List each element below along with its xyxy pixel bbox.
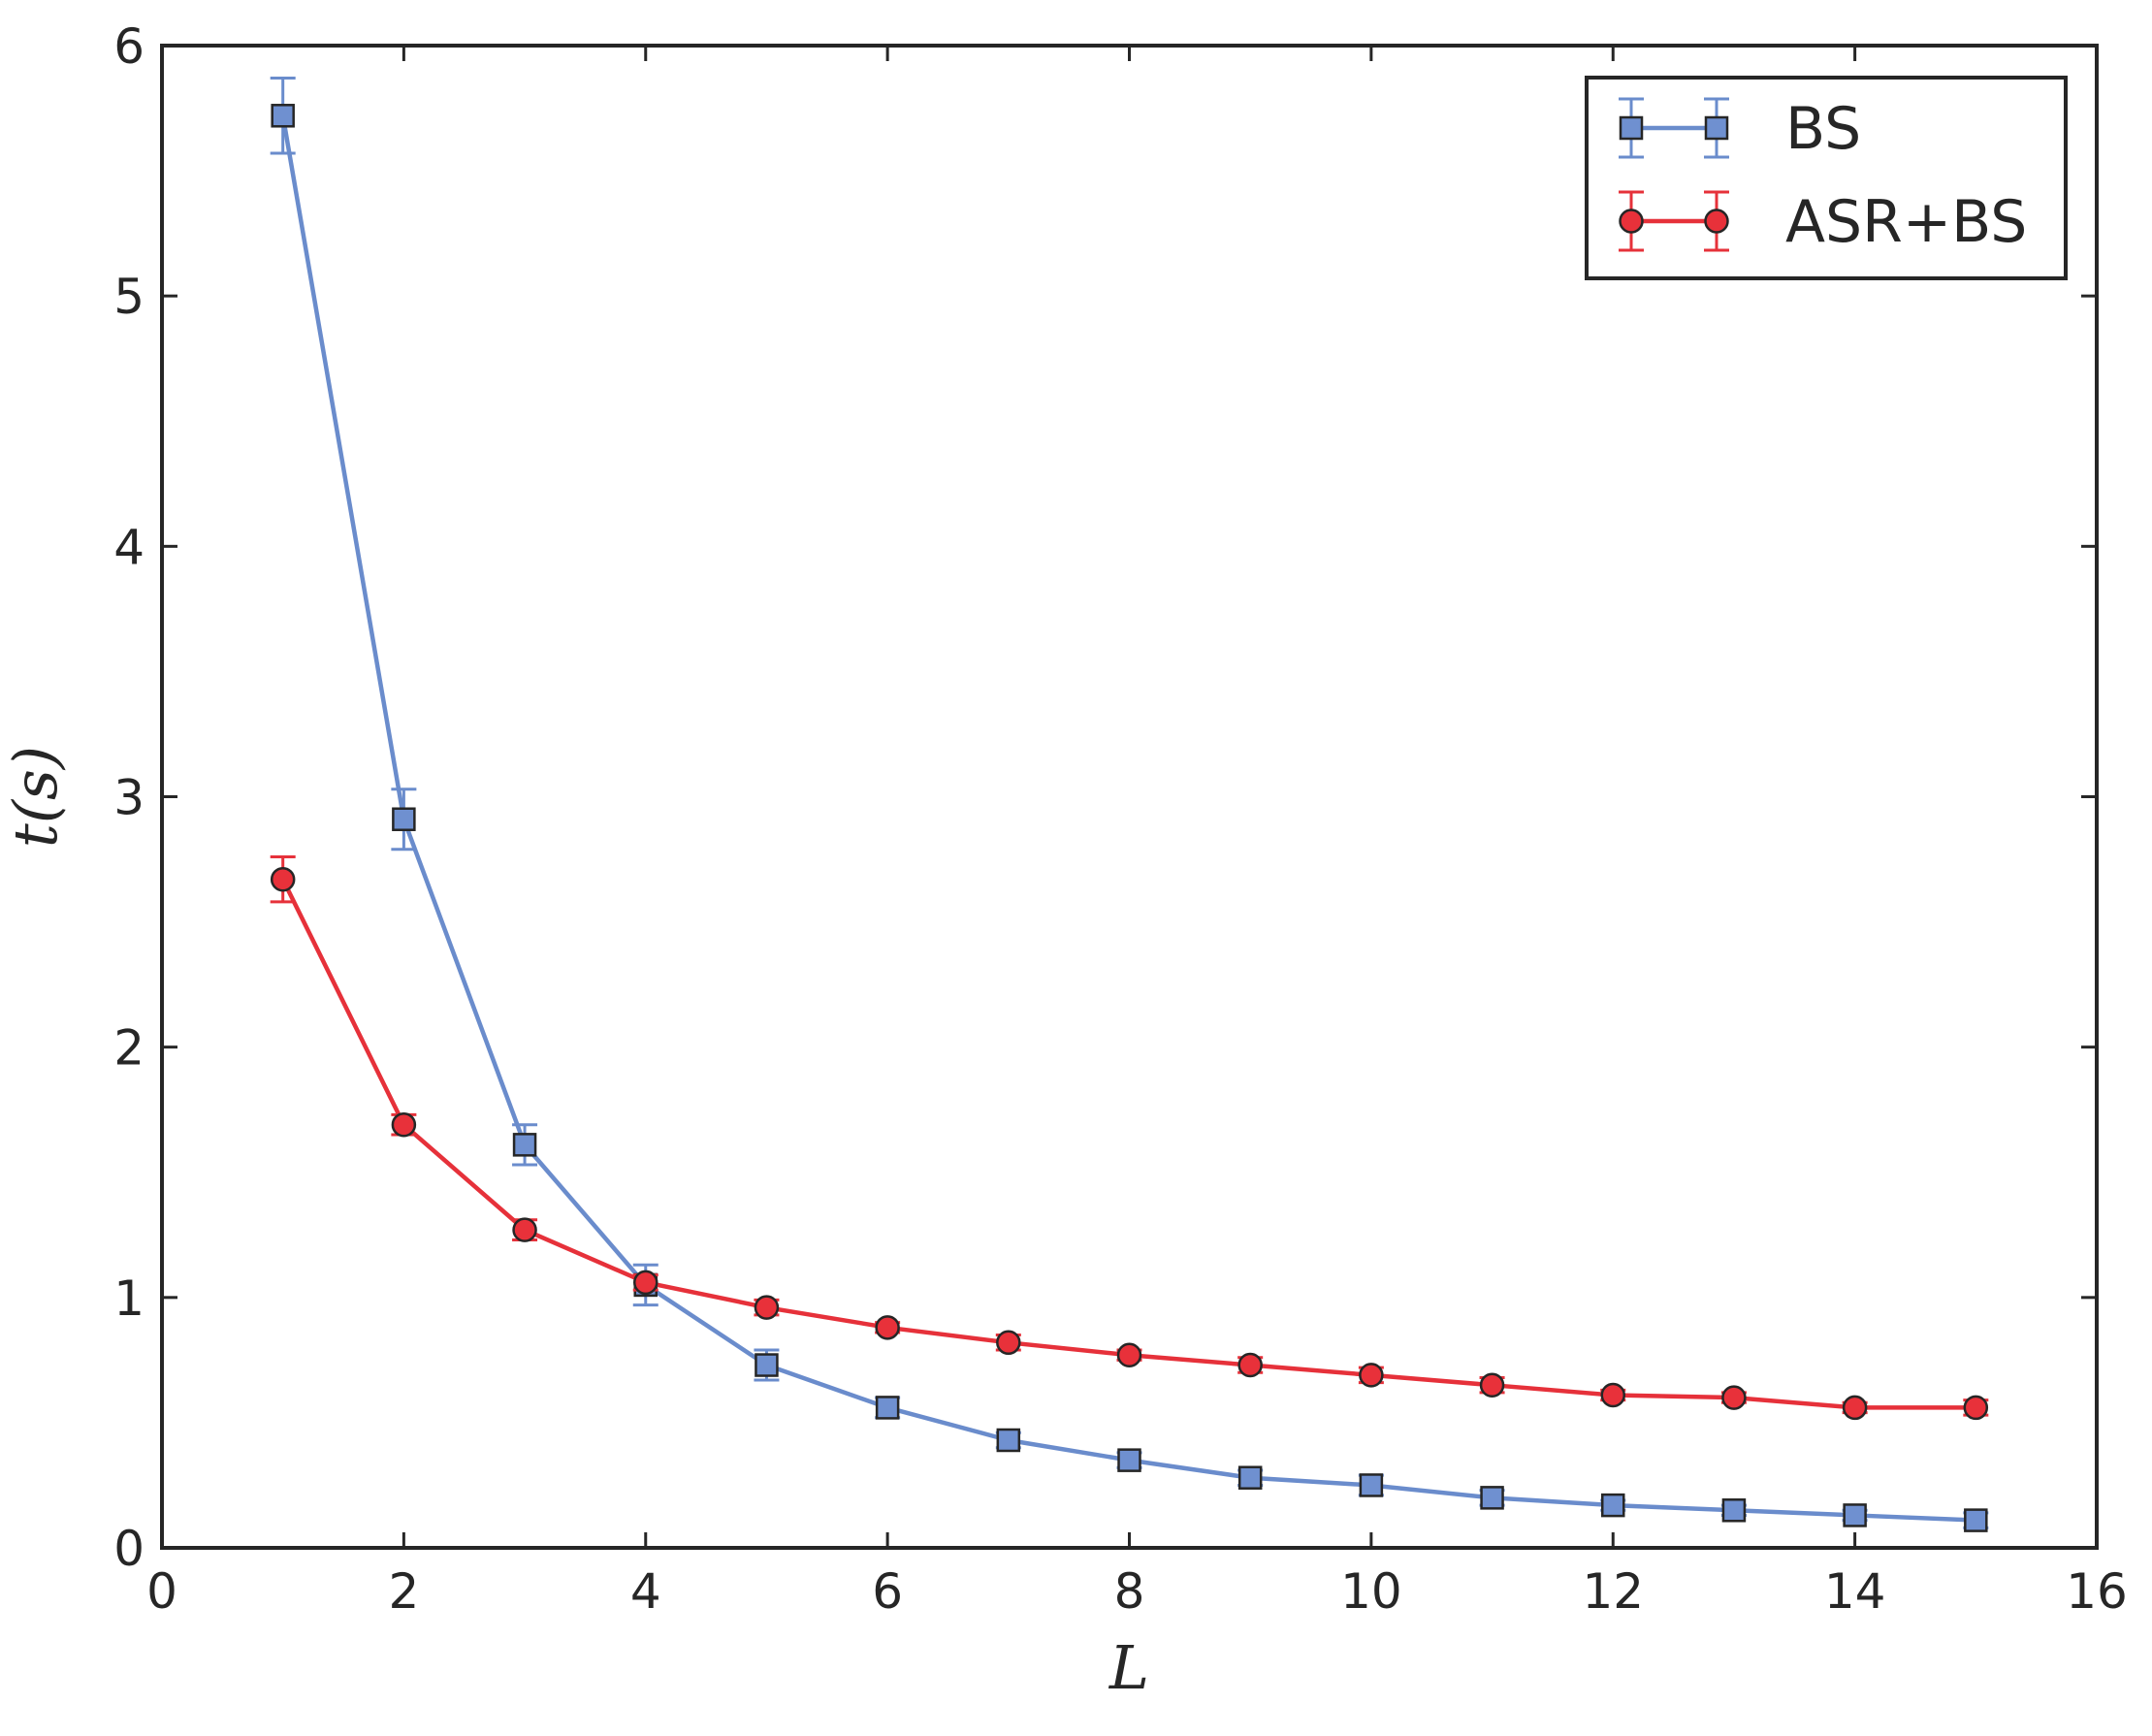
data-point bbox=[1964, 1508, 1988, 1532]
data-point bbox=[875, 1315, 900, 1340]
x-tick-label: 2 bbox=[388, 1563, 419, 1620]
data-point bbox=[996, 1428, 1021, 1453]
legend-entry-asr-bs: ASR+BS bbox=[1619, 188, 2027, 256]
y-tick-label: 1 bbox=[113, 1270, 145, 1327]
x-axis-label: L bbox=[1108, 1632, 1149, 1703]
data-point bbox=[875, 1396, 900, 1420]
legend-box bbox=[1585, 76, 2068, 280]
legend: BS ASR+BS bbox=[1585, 76, 2068, 280]
legend-marker bbox=[1619, 209, 1644, 234]
data-point bbox=[1359, 1473, 1384, 1497]
y-tick-label: 4 bbox=[113, 519, 145, 575]
x-tick-label: 0 bbox=[146, 1563, 177, 1620]
data-point bbox=[1600, 1382, 1625, 1408]
data-point bbox=[1480, 1486, 1504, 1510]
data-point bbox=[1116, 1342, 1142, 1367]
data-point bbox=[1237, 1352, 1263, 1378]
x-tick-label: 16 bbox=[2066, 1563, 2128, 1620]
legend-marker bbox=[1619, 115, 1644, 141]
data-point bbox=[755, 1353, 779, 1377]
data-point bbox=[1479, 1372, 1505, 1398]
data-point bbox=[1721, 1385, 1747, 1410]
y-tick-label: 0 bbox=[113, 1521, 145, 1577]
y-tick-label: 3 bbox=[113, 770, 145, 826]
data-point bbox=[270, 866, 296, 892]
data-point bbox=[1237, 1465, 1263, 1490]
data-point bbox=[1359, 1363, 1384, 1388]
x-tick-label: 10 bbox=[1340, 1563, 1402, 1620]
y-tick-label: 5 bbox=[113, 269, 145, 325]
legend-entry-bs: BS bbox=[1619, 95, 1861, 163]
legend-label: ASR+BS bbox=[1785, 188, 2027, 256]
y-tick-label: 6 bbox=[113, 18, 145, 75]
data-point bbox=[512, 1133, 537, 1157]
data-point bbox=[633, 1270, 658, 1296]
data-point bbox=[271, 104, 295, 128]
legend-marker bbox=[1704, 209, 1729, 234]
legend-marker bbox=[1704, 115, 1729, 141]
data-point bbox=[754, 1295, 780, 1320]
x-tick-label: 14 bbox=[1824, 1563, 1886, 1620]
data-point bbox=[391, 1111, 417, 1138]
series-asr-bs bbox=[270, 854, 1989, 1421]
data-point bbox=[1601, 1493, 1625, 1518]
data-point bbox=[1117, 1448, 1141, 1472]
data-point bbox=[1843, 1503, 1867, 1527]
legend-entries: BS ASR+BS bbox=[1619, 95, 2027, 256]
y-axis-label: t(s) bbox=[0, 746, 71, 848]
data-point bbox=[996, 1330, 1021, 1356]
data-point bbox=[1842, 1395, 1868, 1421]
data-point bbox=[392, 807, 416, 831]
y-tick-label: 2 bbox=[113, 1020, 145, 1077]
series-bs bbox=[270, 77, 1989, 1532]
series-layer bbox=[270, 77, 1989, 1532]
data-point bbox=[1963, 1395, 1989, 1421]
x-tick-label: 4 bbox=[630, 1563, 661, 1620]
x-tick-label: 12 bbox=[1582, 1563, 1644, 1620]
legend-label: BS bbox=[1785, 95, 1861, 163]
x-tick-label: 6 bbox=[872, 1563, 903, 1620]
data-point bbox=[512, 1217, 537, 1242]
x-tick-label: 8 bbox=[1114, 1563, 1145, 1620]
data-point bbox=[1721, 1498, 1747, 1523]
